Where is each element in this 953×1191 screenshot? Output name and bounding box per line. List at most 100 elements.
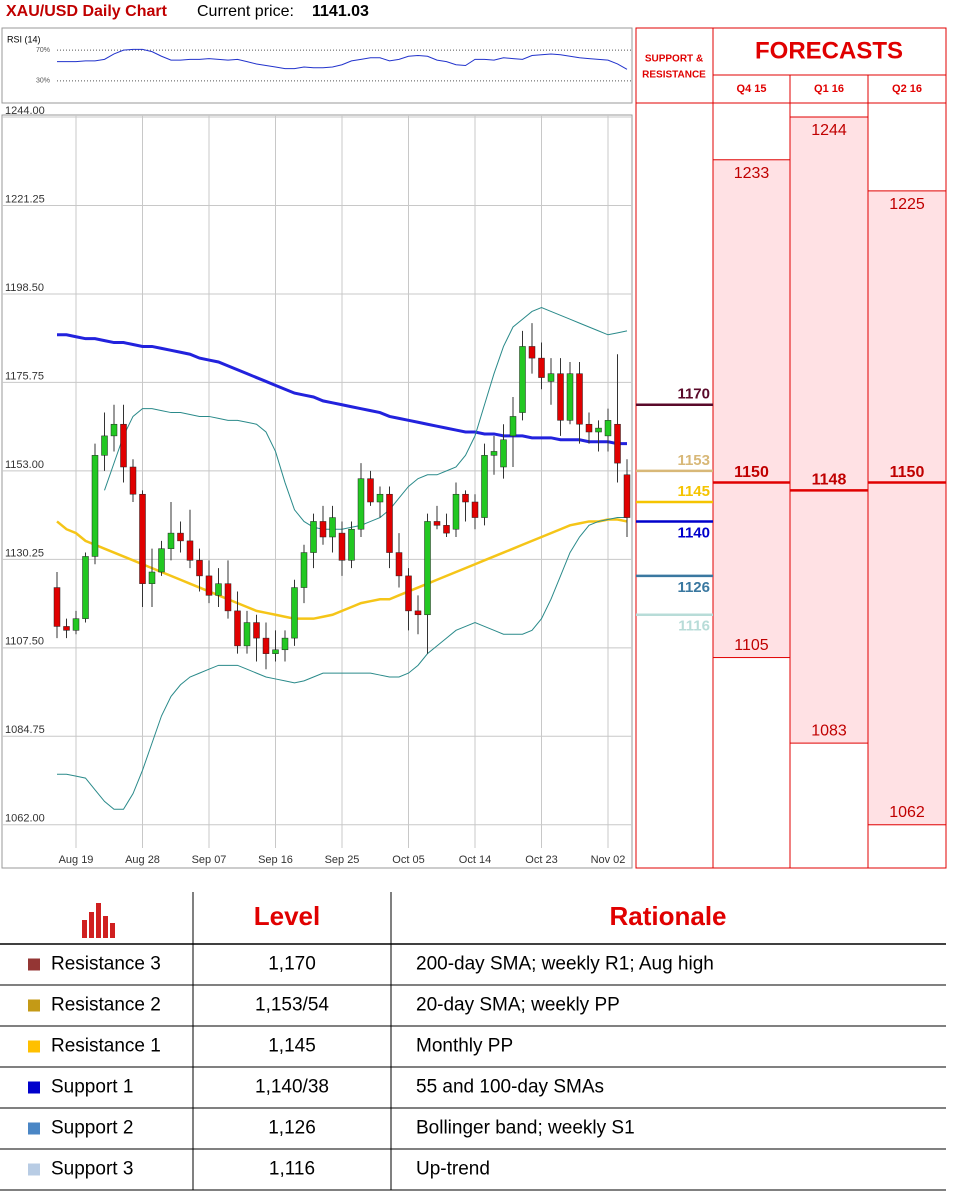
row-name: Resistance 2 [51,995,161,1016]
candle-body [224,583,232,612]
candle-body [196,560,203,577]
candle-body [129,466,137,495]
forecast-low-label: 1083 [811,722,847,739]
indicator-line [57,517,627,810]
row-level: 1,126 [268,1118,316,1139]
candle-body [53,587,61,627]
y-tick-label: 1062.00 [5,813,45,825]
candle-body [528,346,536,359]
table-header: Rationale [609,901,726,931]
y-tick-label: 1153.00 [5,459,44,471]
legend-swatch [28,1122,40,1135]
candle-body [63,626,70,631]
candle-body [490,451,498,456]
candle-body [405,575,412,612]
price-value: 1141.03 [312,3,369,20]
row-level: 1,140/38 [255,1077,329,1098]
forecast-range [789,116,869,744]
indicator-line [104,307,628,530]
candle-body [91,455,99,557]
chart-frame [1,114,633,869]
candle-body [272,649,279,654]
forecast-high-label: 1233 [734,165,770,182]
y-tick-label: 1084.75 [5,724,45,736]
forecast-low-label: 1062 [889,804,925,821]
candle-body [462,493,469,503]
candle-body [471,501,479,518]
legend-swatch [28,1163,40,1176]
x-tick-label: Aug 28 [125,854,160,866]
level-label: 1116 [678,618,710,635]
level-label: 1140 [677,524,710,541]
row-name: Support 1 [51,1077,133,1098]
candle-body [139,493,146,584]
forecast-high-label: 1225 [889,196,925,213]
candle-body [386,493,393,553]
legend-swatch [28,999,40,1012]
forecast-avg-label: 1150 [734,464,769,481]
x-tick-label: Oct 23 [525,854,557,866]
row-name: Resistance 1 [51,1036,161,1057]
candle-body [310,521,317,553]
candle-body [443,525,450,534]
row-rationale: Up-trend [416,1159,490,1180]
candle-body [604,420,612,437]
y-tick-label: 1198.50 [5,282,44,294]
candle-body [376,493,384,503]
quarter-label: Q1 16 [814,83,844,95]
candle-body [167,532,175,549]
row-level: 1,145 [268,1036,316,1057]
candle-body [614,423,621,464]
candle-body [585,423,593,433]
candle-body [262,637,270,654]
row-rationale: Monthly PP [416,1036,513,1057]
x-tick-label: Aug 19 [59,854,94,866]
candle-body [329,517,336,538]
level-label: 1153 [677,452,710,469]
candle-body [291,587,298,639]
y-tick-label: 1244.00 [5,105,45,117]
candle-body [414,610,422,616]
candle-body [82,556,89,619]
candle-body [215,583,222,596]
x-tick-label: Sep 25 [325,854,360,866]
candle-body [120,423,127,468]
forecast-range [712,159,791,659]
rsi-line [57,48,628,70]
y-tick-label: 1107.50 [5,636,44,648]
row-name: Support 2 [51,1118,133,1139]
row-rationale: 200-day SMA; weekly R1; Aug high [416,954,714,975]
candle-body [110,423,118,437]
sr-title: RESISTANCE [642,70,706,81]
candle-body [481,455,488,518]
forecast-avg-label: 1148 [812,472,847,489]
y-tick-label: 1130.25 [5,547,44,559]
level-label: 1170 [677,386,710,403]
candle-body [557,373,564,421]
candle-body [452,493,460,530]
rsi-tick-label: 70% [36,47,50,54]
candle-body [281,637,289,651]
level-label: 1126 [677,579,710,596]
legend-swatch [28,958,40,971]
candle-body [547,373,555,382]
candle-body [319,521,327,538]
chart-title: XAU/USD Daily Chart [6,3,168,20]
candle-body [357,478,365,530]
level-label: 1145 [677,483,710,500]
sr-title: SUPPORT & [645,54,703,65]
candle-body [595,427,602,433]
forecast-title: FORECASTS [755,37,903,64]
legend-swatch [28,1081,40,1094]
candle-body [509,416,517,437]
indicator-line [57,333,627,446]
candle-body [519,346,526,413]
legend-swatch [28,1040,40,1053]
candle-body [243,622,251,647]
x-tick-label: Sep 07 [192,854,227,866]
table-header: Level [254,901,321,931]
row-level: 1,116 [269,1159,315,1180]
row-rationale: Bollinger band; weekly S1 [416,1118,635,1139]
candle-body [395,552,403,577]
candle-body [101,435,108,456]
